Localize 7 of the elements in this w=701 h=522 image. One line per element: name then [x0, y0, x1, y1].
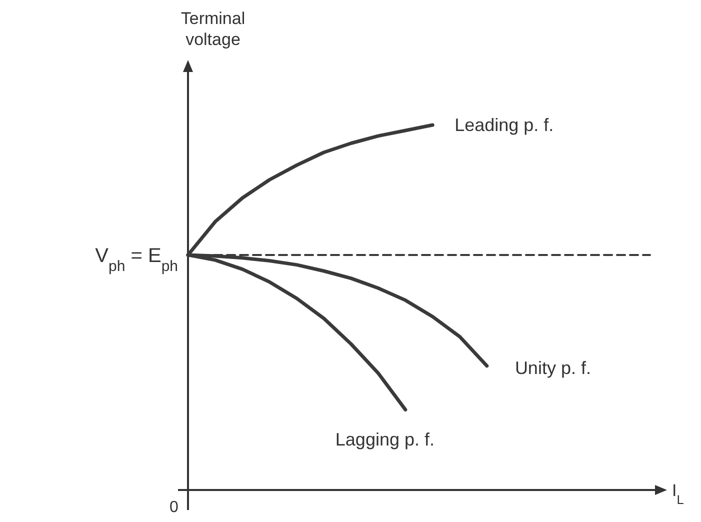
series-label: Leading p. f. — [454, 115, 554, 135]
y-axis-title: Terminal voltage — [180, 9, 246, 49]
x-axis-title: I$_{L}$ — [672, 481, 684, 506]
series-label: Lagging p. f. — [335, 430, 435, 450]
series-label: Unity p. f. — [514, 358, 591, 378]
text: 0 — [170, 499, 179, 516]
annotation: V$_{ph}$ = E$_{ph}$ — [95, 244, 178, 274]
